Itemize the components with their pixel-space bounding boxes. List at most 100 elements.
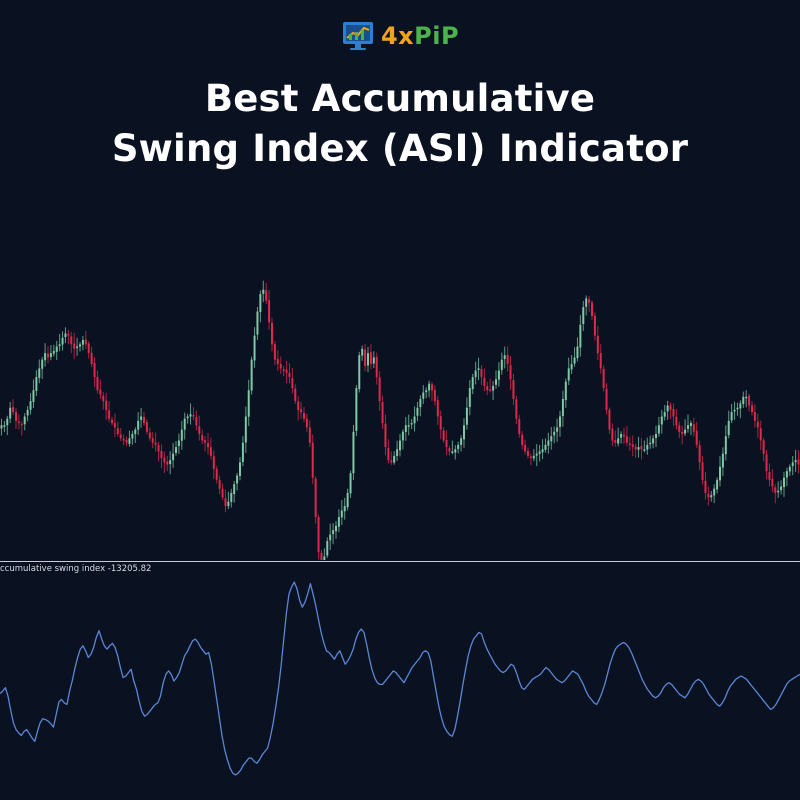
candle-bear <box>631 444 634 448</box>
candle-bear <box>265 290 268 301</box>
candle-bull <box>785 471 788 478</box>
candle-bull <box>585 298 588 307</box>
candle-bull <box>457 444 460 450</box>
candle-bear <box>675 416 678 426</box>
candle-bull <box>247 390 250 417</box>
candle-bear <box>759 428 762 441</box>
candle-bull <box>643 449 646 451</box>
candle-bear <box>224 498 227 507</box>
candle-bull <box>463 425 465 440</box>
candle-bull <box>791 462 794 466</box>
candle-bull <box>233 484 236 495</box>
candle-bull <box>620 433 623 438</box>
candle-bull <box>727 420 730 436</box>
candle-bull <box>550 436 553 442</box>
candle-bear <box>314 478 317 518</box>
candle-bull <box>256 311 259 335</box>
candle-bear <box>160 451 163 459</box>
pane-divider <box>0 561 800 562</box>
candle-bull <box>55 346 58 352</box>
candle-bull <box>177 440 180 447</box>
candle-bull <box>454 449 457 453</box>
candle-bear <box>521 434 524 445</box>
candle-bull <box>657 425 660 434</box>
candle-bull <box>556 427 559 432</box>
indicator-label: ccumulative swing index -13205.82 <box>0 564 152 574</box>
candle-bull <box>474 370 477 378</box>
candle-bull <box>76 346 79 349</box>
candle-bear <box>195 417 198 426</box>
candle-bull <box>413 416 416 424</box>
candle-bull <box>134 429 137 435</box>
candle-bear <box>84 339 87 345</box>
candle-bull <box>61 337 64 345</box>
candle-bull <box>541 449 544 453</box>
candle-bear <box>320 552 323 560</box>
candle-bear <box>669 405 672 410</box>
page-title: Best Accumulative Swing Index (ASI) Indi… <box>0 74 800 174</box>
candle-bull <box>407 425 410 427</box>
candle-bear <box>15 412 17 421</box>
price-candlestick-chart <box>0 280 800 560</box>
candle-bull <box>352 431 355 474</box>
candle-bear <box>602 368 605 389</box>
candle-bear <box>762 440 765 454</box>
candle-bear <box>192 415 195 417</box>
candle-bull <box>355 388 358 431</box>
candle-bear <box>297 401 300 410</box>
candle-bear <box>698 445 701 463</box>
candle-bull <box>32 390 35 402</box>
candle-bear <box>439 416 442 430</box>
candle-bull <box>713 488 716 496</box>
candle-bull <box>733 409 736 412</box>
candle-bear <box>771 478 774 487</box>
candle-bull <box>652 438 655 444</box>
candle-bull <box>660 416 663 425</box>
candle-bull <box>567 368 570 381</box>
candle-bull <box>684 429 687 434</box>
candle-bull <box>783 477 785 488</box>
logo: 4xPiP <box>0 16 800 56</box>
candle-bear <box>276 358 279 365</box>
candle-bull <box>399 440 401 451</box>
candle-bull <box>538 451 541 454</box>
candle-bull <box>358 355 361 389</box>
asi-series-line <box>0 581 800 776</box>
candle-bear <box>442 430 445 441</box>
candle-bull <box>532 455 535 459</box>
candle-bull <box>724 436 727 455</box>
candle-bear <box>47 353 49 358</box>
candle-bull <box>736 407 739 410</box>
candle-bear <box>111 419 113 424</box>
candle-bear <box>387 447 390 461</box>
candle-bull <box>169 460 172 465</box>
candle-bull <box>573 357 576 364</box>
title-line-2: Swing Index (ASI) Indicator <box>111 127 689 170</box>
candle-bear <box>433 389 436 402</box>
candle-bear <box>593 315 596 336</box>
candle-bear <box>695 430 698 445</box>
candle-bull <box>41 359 44 369</box>
candle-bear <box>608 409 611 430</box>
candle-bull <box>788 466 791 472</box>
candle-bear <box>588 299 591 303</box>
candle-bear <box>506 354 509 365</box>
candle-bear <box>285 369 288 373</box>
candle-bull <box>189 414 192 417</box>
candle-bear <box>73 343 76 349</box>
candle-bear <box>93 362 96 378</box>
candle-bull <box>329 534 332 541</box>
candle-bear <box>701 462 704 480</box>
candle-bull <box>236 475 239 484</box>
candle-bear <box>308 427 311 443</box>
candle-bear <box>122 438 125 441</box>
candle-bull <box>497 370 500 380</box>
candle-bear <box>704 480 707 493</box>
candle-bull <box>495 379 497 385</box>
candle-bear <box>483 377 486 386</box>
candle-bull <box>140 416 143 420</box>
candle-bull <box>721 453 724 468</box>
candle-bear <box>640 446 643 450</box>
candle-bull <box>794 460 797 463</box>
candle-bear <box>17 421 20 424</box>
